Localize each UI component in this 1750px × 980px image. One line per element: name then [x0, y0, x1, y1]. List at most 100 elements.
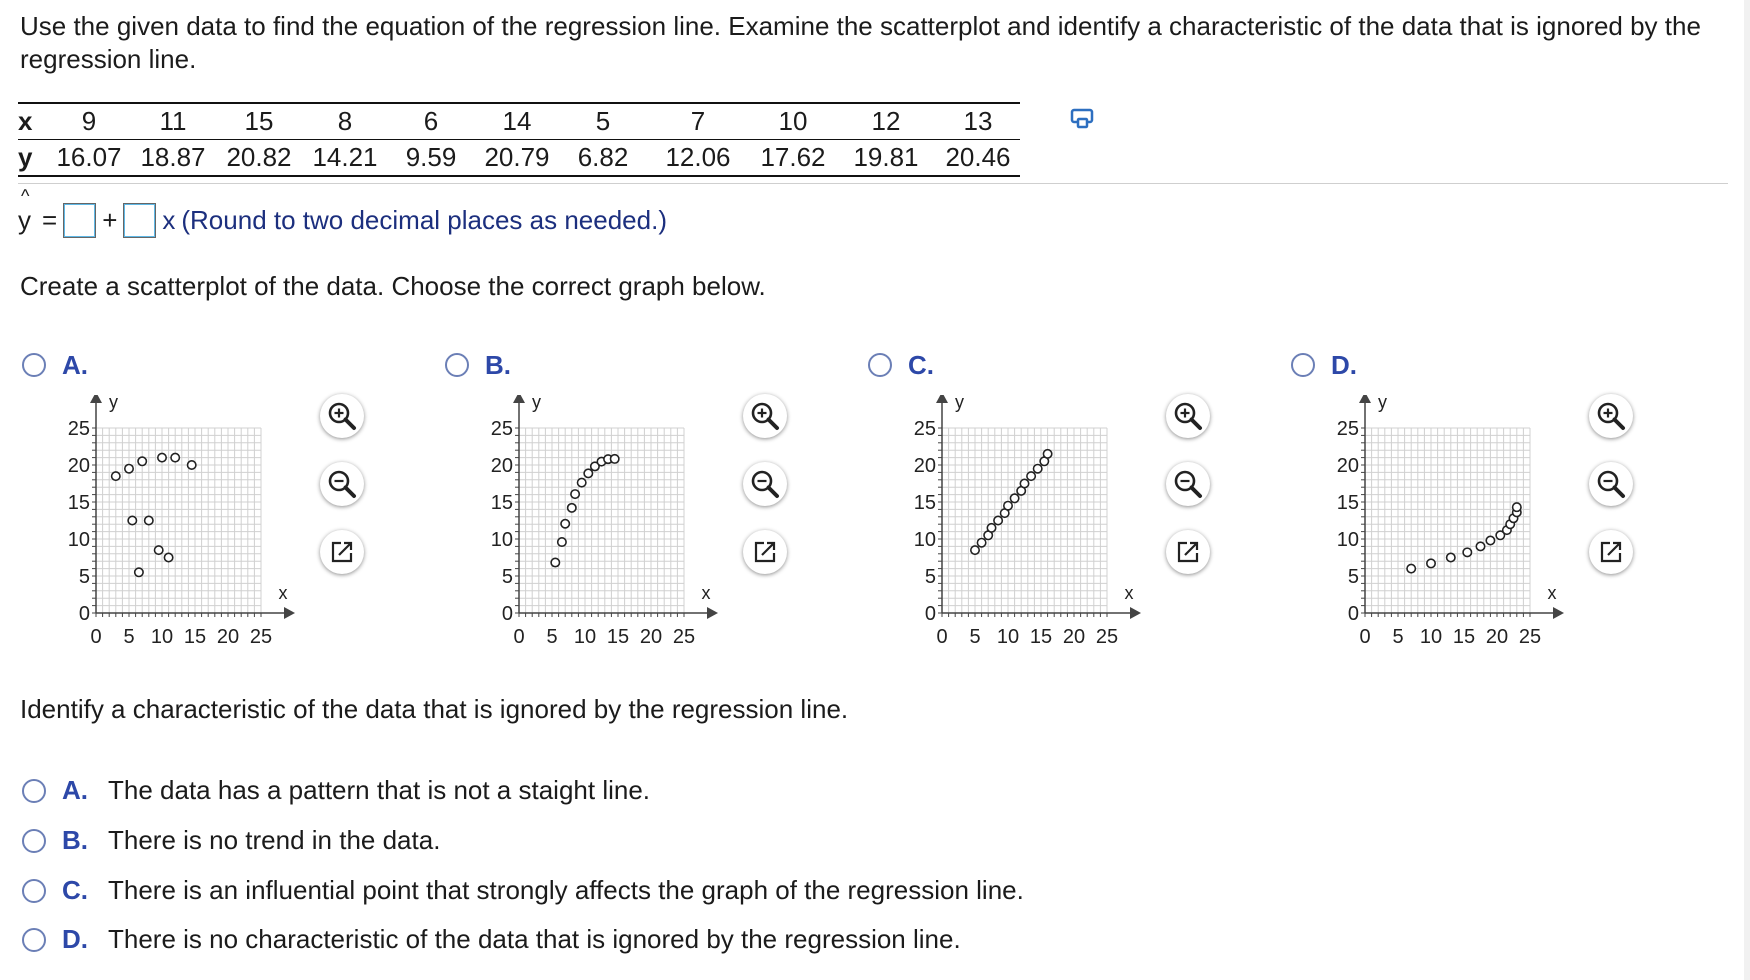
x-tick-label: 5 [969, 626, 980, 648]
plus-sign: + [102, 204, 118, 235]
data-point [1042, 448, 1053, 459]
scatter-question: Create a scatterplot of the data. Choose… [20, 271, 766, 301]
x-cell: 8 [302, 102, 388, 140]
data-point [609, 453, 620, 464]
data-point [1511, 502, 1522, 513]
data-point [110, 471, 121, 482]
data-point [566, 502, 577, 513]
radio-button[interactable] [22, 779, 46, 803]
open-window-icon[interactable] [320, 530, 364, 574]
zoom-out-icon[interactable] [1589, 462, 1633, 506]
graph-option-label: B. [485, 350, 511, 380]
x-axis-label: x [1125, 583, 1134, 603]
y-tick-label: 5 [79, 566, 90, 588]
data-point [1032, 463, 1043, 474]
y-axis-label: y [532, 395, 541, 412]
x-tick-label: 15 [1453, 626, 1475, 648]
x-axis-label: x [702, 583, 711, 603]
x-tick-label: 25 [250, 626, 272, 648]
y-tick-label: 15 [68, 492, 90, 514]
y-cell: 12.06 [646, 139, 750, 177]
zoom-out-icon[interactable] [320, 462, 364, 506]
data-point [1485, 535, 1496, 546]
data-point [556, 537, 567, 548]
graph-option-a-radio[interactable] [22, 353, 46, 377]
data-point [1406, 563, 1417, 574]
open-window-icon[interactable] [1166, 530, 1210, 574]
y-hat-symbol: ^ y [18, 185, 31, 235]
y-tick-label: 20 [68, 455, 90, 477]
data-point [986, 522, 997, 533]
y-cell: 16.07 [48, 139, 130, 177]
y-tick-label: 0 [502, 603, 513, 625]
x-tick-label: 15 [607, 626, 629, 648]
x-cell: 7 [646, 102, 750, 140]
x-cell: 9 [48, 102, 130, 140]
zoom-in-icon[interactable] [1589, 394, 1633, 438]
x-tick-label: 0 [513, 626, 524, 648]
zoom-out-icon[interactable] [743, 462, 787, 506]
x-axis-label: x [279, 583, 288, 603]
data-point [1003, 500, 1014, 511]
x-tick-label: 0 [936, 626, 947, 648]
x-tick-label: 10 [574, 626, 596, 648]
characteristic-option-b[interactable]: B. There is no trend in the data. [22, 823, 1082, 859]
zoom-out-icon[interactable] [1166, 462, 1210, 506]
graph-option-b-radio[interactable] [445, 353, 469, 377]
open-window-icon[interactable] [743, 530, 787, 574]
data-point [993, 515, 1004, 526]
radio-button[interactable] [22, 879, 46, 903]
x-cell: 12 [836, 102, 936, 140]
option-text: There is no characteristic of the data t… [108, 924, 961, 954]
x-tick-label: 15 [1030, 626, 1052, 648]
section-divider [18, 183, 1728, 184]
open-window-icon[interactable] [1589, 530, 1633, 574]
x-tick-label: 10 [997, 626, 1019, 648]
x-tick-label: 20 [1063, 626, 1085, 648]
data-point [576, 477, 587, 488]
x-tick-label: 20 [217, 626, 239, 648]
y-tick-label: 10 [68, 529, 90, 551]
graph-option-c-radio[interactable] [868, 353, 892, 377]
option-text: There is no trend in the data. [108, 825, 441, 855]
data-point [157, 452, 168, 463]
characteristic-option-c[interactable]: C. There is an influential point that str… [22, 873, 1082, 909]
radio-button[interactable] [22, 829, 46, 853]
x-row-label: x [18, 102, 48, 140]
graph-option-d-radio[interactable] [1291, 353, 1315, 377]
y-row-label: y [18, 139, 48, 177]
x-cell: 11 [130, 102, 216, 140]
x-tick-label: 0 [90, 626, 101, 648]
y-tick-label: 25 [914, 418, 936, 440]
characteristic-option-d[interactable]: D. There is no characteristic of the data… [22, 922, 1082, 958]
x-tick-label: 20 [640, 626, 662, 648]
zoom-in-icon[interactable] [1166, 394, 1210, 438]
slope-input[interactable] [123, 202, 157, 238]
x-cell: 6 [388, 102, 474, 140]
x-tick-label: 20 [1486, 626, 1508, 648]
zoom-in-icon[interactable] [743, 394, 787, 438]
option-label: A. [62, 775, 88, 805]
data-point [143, 515, 154, 526]
data-point [163, 552, 174, 563]
y-tick-label: 5 [925, 566, 936, 588]
data-point [560, 518, 571, 529]
y-cell: 20.79 [474, 139, 560, 177]
characteristic-option-a[interactable]: A. The data has a pattern that is not a s… [22, 773, 1082, 809]
y-tick-label: 10 [491, 529, 513, 551]
x-tick-label: 10 [1420, 626, 1442, 648]
x-tick-label: 10 [151, 626, 173, 648]
scrollbar[interactable] [1744, 0, 1750, 980]
x-tick-label: 5 [1392, 626, 1403, 648]
data-point [1009, 493, 1020, 504]
intercept-input[interactable] [63, 202, 97, 238]
data-point [583, 468, 594, 479]
radio-button[interactable] [22, 928, 46, 952]
copy-table-icon[interactable] [1070, 107, 1096, 131]
option-label: D. [62, 924, 88, 954]
y-tick-label: 15 [1337, 492, 1359, 514]
data-point [1462, 547, 1473, 558]
zoom-in-icon[interactable] [320, 394, 364, 438]
